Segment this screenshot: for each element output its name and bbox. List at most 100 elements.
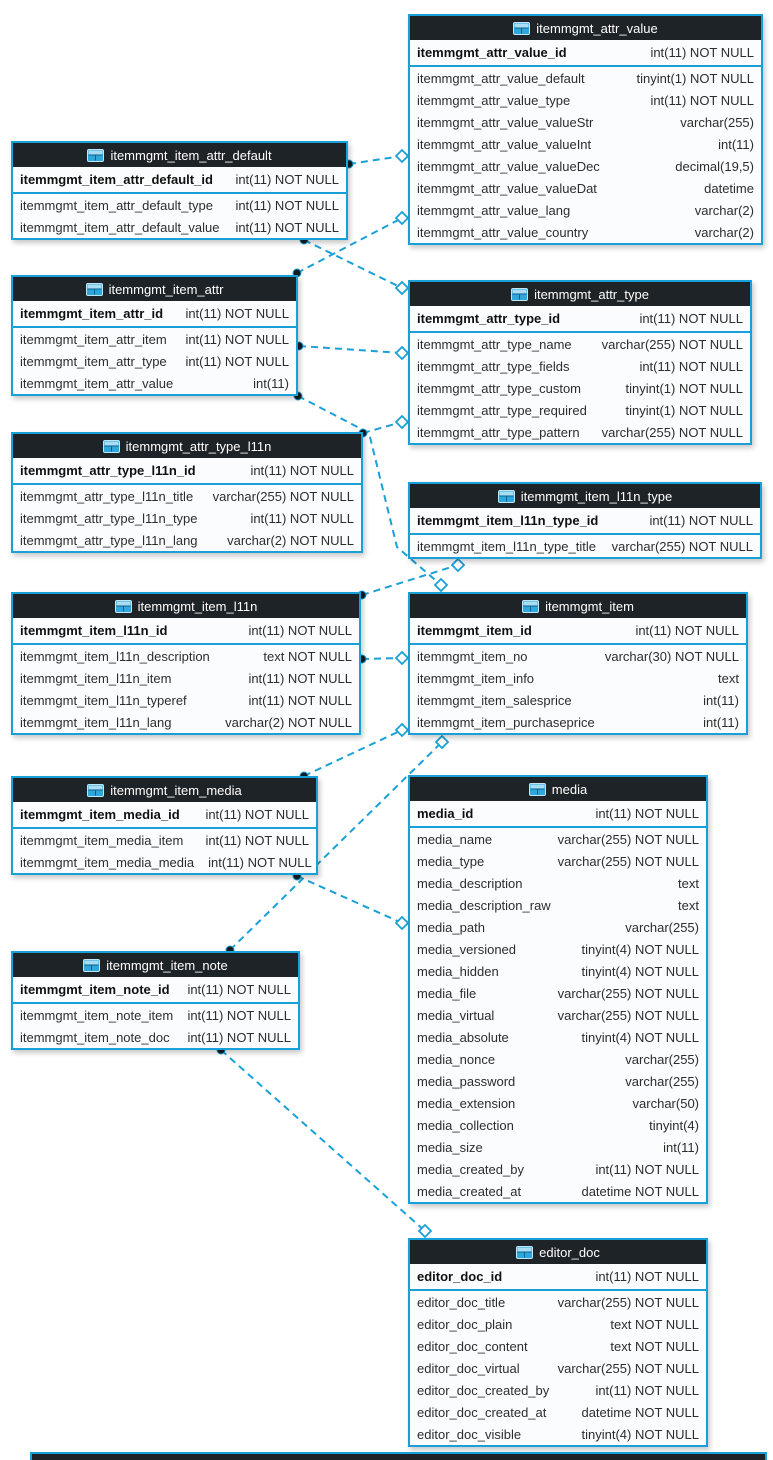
- primary-key-row[interactable]: itemmgmt_item_l11n_id int(11) NOT NULL: [13, 618, 359, 645]
- column-row[interactable]: itemmgmt_item_l11n_item int(11) NOT NULL: [13, 667, 359, 689]
- column-row[interactable]: itemmgmt_item_salesprice int(11): [410, 689, 746, 711]
- table-header[interactable]: itemmgmt_item_attr_default: [13, 143, 346, 167]
- primary-key-row[interactable]: itemmgmt_attr_value_id int(11) NOT NULL: [410, 40, 761, 67]
- column-row[interactable]: itemmgmt_item_attr_default_type int(11) N…: [13, 194, 346, 216]
- column-row[interactable]: media_password varchar(255): [410, 1070, 706, 1092]
- column-row[interactable]: itemmgmt_item_note_doc int(11) NOT NULL: [13, 1026, 298, 1048]
- column-row[interactable]: itemmgmt_item_media_item int(11) NOT NULL: [13, 829, 316, 851]
- column-row[interactable]: media_path varchar(255): [410, 916, 706, 938]
- column-row[interactable]: itemmgmt_item_l11n_typeref int(11) NOT NU…: [13, 689, 359, 711]
- table-itemmgmt_attr_value[interactable]: itemmgmt_attr_value itemmgmt_attr_value_i…: [408, 14, 763, 245]
- column-row[interactable]: itemmgmt_attr_type_pattern varchar(255) N…: [410, 421, 750, 443]
- relationship-itemmgmt_item_attr_default-to-itemmgmt_attr_type[interactable]: [299, 235, 410, 296]
- column-row[interactable]: itemmgmt_item_attr_value int(11): [13, 372, 296, 394]
- column-row[interactable]: editor_doc_created_at datetime NOT NULL: [410, 1401, 706, 1423]
- column-row[interactable]: media_created_at datetime NOT NULL: [410, 1180, 706, 1202]
- column-row[interactable]: itemmgmt_attr_type_custom tinyint(1) NOT …: [410, 377, 750, 399]
- column-row[interactable]: itemmgmt_item_l11n_description text NOT N…: [13, 645, 359, 667]
- column-row[interactable]: media_hidden tinyint(4) NOT NULL: [410, 960, 706, 982]
- table-header[interactable]: itemmgmt_item_note: [13, 953, 298, 977]
- table-header[interactable]: editor_doc: [410, 1240, 706, 1264]
- column-row[interactable]: itemmgmt_attr_type_l11n_lang varchar(2) N…: [13, 529, 361, 551]
- column-row[interactable]: editor_doc_virtual varchar(255) NOT NULL: [410, 1357, 706, 1379]
- table-header[interactable]: itemmgmt_attr_type_l11n: [13, 434, 361, 458]
- column-row[interactable]: editor_doc_visible tinyint(4) NOT NULL: [410, 1423, 706, 1445]
- table-header[interactable]: itemmgmt_attr_value: [410, 16, 761, 40]
- relationship-itemmgmt_attr_type_l11n-to-itemmgmt_attr_type[interactable]: [358, 414, 410, 438]
- column-row[interactable]: itemmgmt_attr_value_default tinyint(1) NO…: [410, 67, 761, 89]
- column-row[interactable]: media_size int(11): [410, 1136, 706, 1158]
- relationship-itemmgmt_item_note-to-editor_doc[interactable]: [216, 1045, 433, 1239]
- column-row[interactable]: media_versioned tinyint(4) NOT NULL: [410, 938, 706, 960]
- column-row[interactable]: media_collection tinyint(4): [410, 1114, 706, 1136]
- table-itemmgmt_item_attr_default[interactable]: itemmgmt_item_attr_default itemmgmt_item_…: [11, 141, 348, 240]
- column-row[interactable]: media_virtual varchar(255) NOT NULL: [410, 1004, 706, 1026]
- column-row[interactable]: itemmgmt_attr_type_fields int(11) NOT NUL…: [410, 355, 750, 377]
- table-itemmgmt_item_media[interactable]: itemmgmt_item_media itemmgmt_item_media_i…: [11, 776, 318, 875]
- column-row[interactable]: itemmgmt_item_attr_default_value int(11) …: [13, 216, 346, 238]
- column-row[interactable]: media_description_raw text: [410, 894, 706, 916]
- column-row[interactable]: itemmgmt_attr_value_valueInt int(11): [410, 133, 761, 155]
- column-row[interactable]: itemmgmt_item_note_item int(11) NOT NULL: [13, 1004, 298, 1026]
- clipped-table-header[interactable]: [30, 1452, 767, 1460]
- column-row[interactable]: editor_doc_created_by int(11) NOT NULL: [410, 1379, 706, 1401]
- table-itemmgmt_attr_type_l11n[interactable]: itemmgmt_attr_type_l11n itemmgmt_attr_typ…: [11, 432, 363, 553]
- table-itemmgmt_item_note[interactable]: itemmgmt_item_note itemmgmt_item_note_id i…: [11, 951, 300, 1050]
- table-header[interactable]: itemmgmt_attr_type: [410, 282, 750, 306]
- column-row[interactable]: media_created_by int(11) NOT NULL: [410, 1158, 706, 1180]
- column-row[interactable]: itemmgmt_attr_value_type int(11) NOT NULL: [410, 89, 761, 111]
- primary-key-row[interactable]: itemmgmt_item_media_id int(11) NOT NULL: [13, 802, 316, 829]
- column-row[interactable]: media_absolute tinyint(4) NOT NULL: [410, 1026, 706, 1048]
- table-header[interactable]: itemmgmt_item_media: [13, 778, 316, 802]
- column-row[interactable]: itemmgmt_item_l11n_type_title varchar(255…: [410, 535, 760, 557]
- column-row[interactable]: itemmgmt_item_l11n_lang varchar(2) NOT NU…: [13, 711, 359, 733]
- column-row[interactable]: itemmgmt_attr_type_name varchar(255) NOT …: [410, 333, 750, 355]
- table-itemmgmt_item[interactable]: itemmgmt_item itemmgmt_item_id int(11) NOT…: [408, 592, 748, 735]
- column-row[interactable]: itemmgmt_attr_value_country varchar(2): [410, 221, 761, 243]
- column-row[interactable]: itemmgmt_item_info text: [410, 667, 746, 689]
- column-row[interactable]: media_name varchar(255) NOT NULL: [410, 828, 706, 850]
- column-row[interactable]: itemmgmt_attr_type_l11n_title varchar(255…: [13, 485, 361, 507]
- column-row[interactable]: itemmgmt_attr_value_valueStr varchar(255): [410, 111, 761, 133]
- table-header[interactable]: itemmgmt_item_l11n_type: [410, 484, 760, 508]
- column-row[interactable]: media_type varchar(255) NOT NULL: [410, 850, 706, 872]
- column-row[interactable]: editor_doc_plain text NOT NULL: [410, 1313, 706, 1335]
- column-row[interactable]: itemmgmt_attr_value_valueDec decimal(19,5…: [410, 155, 761, 177]
- column-row[interactable]: itemmgmt_item_attr_type int(11) NOT NULL: [13, 350, 296, 372]
- primary-key-row[interactable]: media_id int(11) NOT NULL: [410, 801, 706, 828]
- relationship-itemmgmt_item_media-to-media[interactable]: [292, 871, 410, 931]
- column-row[interactable]: media_nonce varchar(255): [410, 1048, 706, 1070]
- table-header[interactable]: itemmgmt_item_attr: [13, 277, 296, 301]
- primary-key-row[interactable]: itemmgmt_attr_type_id int(11) NOT NULL: [410, 306, 750, 333]
- column-row[interactable]: editor_doc_content text NOT NULL: [410, 1335, 706, 1357]
- relationship-itemmgmt_item_attr-to-itemmgmt_attr_type[interactable]: [294, 341, 410, 361]
- table-header[interactable]: itemmgmt_item_l11n: [13, 594, 359, 618]
- table-itemmgmt_item_attr[interactable]: itemmgmt_item_attr itemmgmt_item_attr_id i…: [11, 275, 298, 396]
- primary-key-row[interactable]: itemmgmt_item_note_id int(11) NOT NULL: [13, 977, 298, 1004]
- table-editor_doc[interactable]: editor_doc editor_doc_id int(11) NOT NULL e…: [408, 1238, 708, 1447]
- table-itemmgmt_item_l11n[interactable]: itemmgmt_item_l11n itemmgmt_item_l11n_id i…: [11, 592, 361, 735]
- relationship-itemmgmt_item_l11n-to-itemmgmt_item[interactable]: [357, 650, 410, 666]
- column-row[interactable]: itemmgmt_item_no varchar(30) NOT NULL: [410, 645, 746, 667]
- primary-key-row[interactable]: itemmgmt_item_l11n_type_id int(11) NOT NU…: [410, 508, 760, 535]
- column-row[interactable]: itemmgmt_attr_type_required tinyint(1) NO…: [410, 399, 750, 421]
- column-row[interactable]: itemmgmt_attr_type_l11n_type int(11) NOT …: [13, 507, 361, 529]
- column-row[interactable]: itemmgmt_item_media_media int(11) NOT NUL…: [13, 851, 316, 873]
- column-row[interactable]: media_extension varchar(50): [410, 1092, 706, 1114]
- column-row[interactable]: itemmgmt_attr_value_lang varchar(2): [410, 199, 761, 221]
- table-media[interactable]: media media_id int(11) NOT NULL media_name v…: [408, 775, 708, 1204]
- table-itemmgmt_item_l11n_type[interactable]: itemmgmt_item_l11n_type itemmgmt_item_l11…: [408, 482, 762, 559]
- table-header[interactable]: itemmgmt_item: [410, 594, 746, 618]
- primary-key-row[interactable]: itemmgmt_item_attr_id int(11) NOT NULL: [13, 301, 296, 328]
- primary-key-row[interactable]: itemmgmt_item_id int(11) NOT NULL: [410, 618, 746, 645]
- table-header[interactable]: media: [410, 777, 706, 801]
- column-row[interactable]: media_file varchar(255) NOT NULL: [410, 982, 706, 1004]
- column-row[interactable]: itemmgmt_item_attr_item int(11) NOT NULL: [13, 328, 296, 350]
- primary-key-row[interactable]: editor_doc_id int(11) NOT NULL: [410, 1264, 706, 1291]
- column-row[interactable]: editor_doc_title varchar(255) NOT NULL: [410, 1291, 706, 1313]
- primary-key-row[interactable]: itemmgmt_item_attr_default_id int(11) NOT…: [13, 167, 346, 194]
- table-itemmgmt_attr_type[interactable]: itemmgmt_attr_type itemmgmt_attr_type_id i…: [408, 280, 752, 445]
- column-row[interactable]: itemmgmt_attr_value_valueDat datetime: [410, 177, 761, 199]
- relationship-itemmgmt_item_attr_default-to-itemmgmt_attr_value[interactable]: [344, 148, 410, 169]
- column-row[interactable]: media_description text: [410, 872, 706, 894]
